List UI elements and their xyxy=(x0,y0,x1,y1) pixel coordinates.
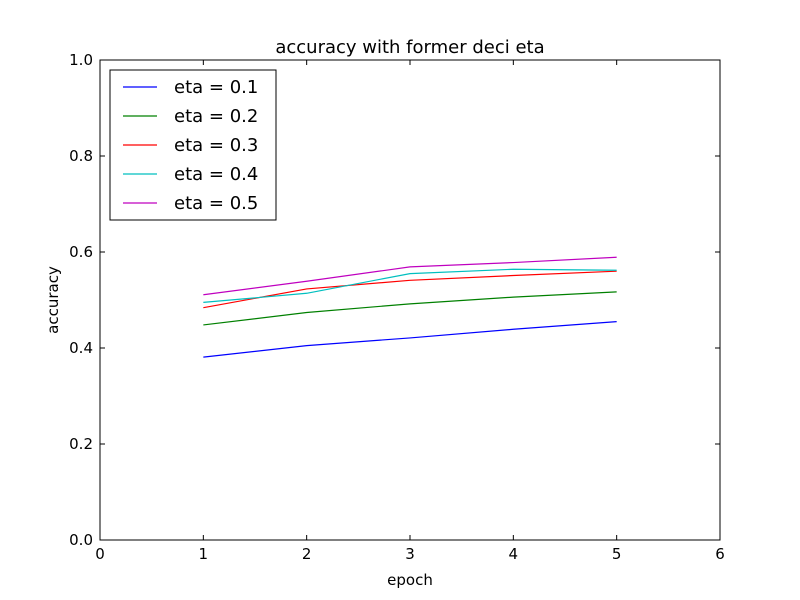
x-tick-label: 5 xyxy=(612,545,622,563)
x-axis-label: epoch xyxy=(387,571,433,589)
x-tick-label: 4 xyxy=(509,545,519,563)
series-lines xyxy=(203,256,617,358)
axis-ticks: 0 1 2 3 4 5 6 0.0 0.2 0.4 0.6 0.8 1.0 xyxy=(69,51,725,563)
series-line-4 xyxy=(203,268,617,303)
x-tick-label: 6 xyxy=(715,545,725,563)
chart-title: accuracy with former deci eta xyxy=(275,37,544,58)
series-line-1 xyxy=(203,321,617,358)
legend-label-5: eta = 0.5 xyxy=(174,193,258,214)
series-line-3 xyxy=(203,270,617,309)
legend-label-2: eta = 0.2 xyxy=(174,106,258,127)
y-tick-label: 1.0 xyxy=(69,51,93,69)
x-tick-label: 1 xyxy=(199,545,209,563)
y-tick-label: 0.6 xyxy=(69,243,93,261)
x-tick-label: 2 xyxy=(302,545,312,563)
legend-label-4: eta = 0.4 xyxy=(174,164,258,185)
y-tick-label: 0.8 xyxy=(69,147,93,165)
legend: eta = 0.1 eta = 0.2 eta = 0.3 eta = 0.4 eta … xyxy=(109,69,277,221)
x-tick-label: 0 xyxy=(95,545,105,563)
legend-label-3: eta = 0.3 xyxy=(174,135,258,156)
series-line-5 xyxy=(203,256,617,296)
y-tick-label: 0.0 xyxy=(69,531,93,549)
series-line-2 xyxy=(203,291,617,326)
y-tick-label: 0.2 xyxy=(69,435,93,453)
x-tick-label: 3 xyxy=(405,545,415,563)
legend-label-1: eta = 0.1 xyxy=(174,77,258,98)
y-tick-label: 0.4 xyxy=(69,339,93,357)
y-axis-label: accuracy xyxy=(44,266,62,334)
